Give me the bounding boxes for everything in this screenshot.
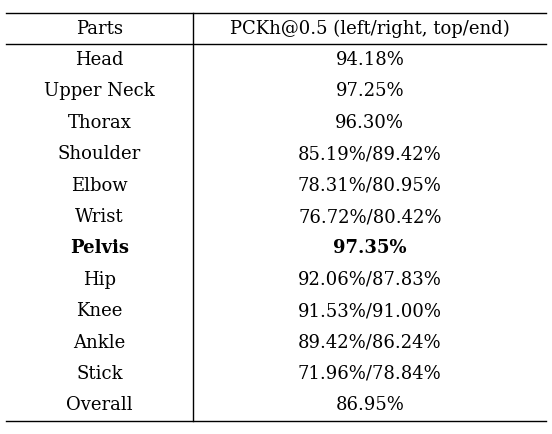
Text: 96.30%: 96.30%	[335, 114, 404, 132]
Text: 76.72%/80.42%: 76.72%/80.42%	[298, 208, 442, 226]
Text: Wrist: Wrist	[75, 208, 124, 226]
Text: 92.06%/87.83%: 92.06%/87.83%	[298, 271, 442, 289]
Text: 97.35%: 97.35%	[333, 240, 407, 257]
Text: Parts: Parts	[76, 20, 123, 38]
Text: Knee: Knee	[76, 302, 123, 320]
Text: 78.31%/80.95%: 78.31%/80.95%	[298, 177, 442, 194]
Text: Head: Head	[75, 51, 124, 69]
Text: Overall: Overall	[66, 396, 132, 414]
Text: Pelvis: Pelvis	[70, 240, 129, 257]
Text: 91.53%/91.00%: 91.53%/91.00%	[298, 302, 442, 320]
Text: Hip: Hip	[83, 271, 116, 289]
Text: 89.42%/86.24%: 89.42%/86.24%	[298, 333, 442, 352]
Text: Upper Neck: Upper Neck	[44, 82, 155, 101]
Text: 97.25%: 97.25%	[336, 82, 404, 101]
Text: 85.19%/89.42%: 85.19%/89.42%	[298, 145, 442, 163]
Text: Stick: Stick	[76, 365, 123, 383]
Text: 71.96%/78.84%: 71.96%/78.84%	[298, 365, 442, 383]
Text: Ankle: Ankle	[73, 333, 125, 352]
Text: 86.95%: 86.95%	[336, 396, 404, 414]
Text: 94.18%: 94.18%	[336, 51, 404, 69]
Text: Shoulder: Shoulder	[58, 145, 141, 163]
Text: Elbow: Elbow	[71, 177, 128, 194]
Text: PCKh@0.5 (left/right, top/end): PCKh@0.5 (left/right, top/end)	[230, 20, 509, 38]
Text: Thorax: Thorax	[67, 114, 131, 132]
